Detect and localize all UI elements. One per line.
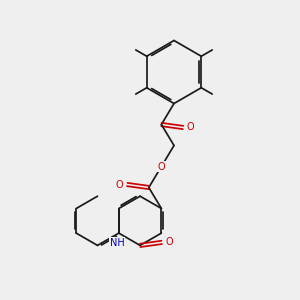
Text: O: O <box>187 122 194 133</box>
Text: O: O <box>158 161 165 172</box>
Text: O: O <box>165 237 173 248</box>
Text: O: O <box>115 179 123 190</box>
Text: NH: NH <box>110 238 125 248</box>
